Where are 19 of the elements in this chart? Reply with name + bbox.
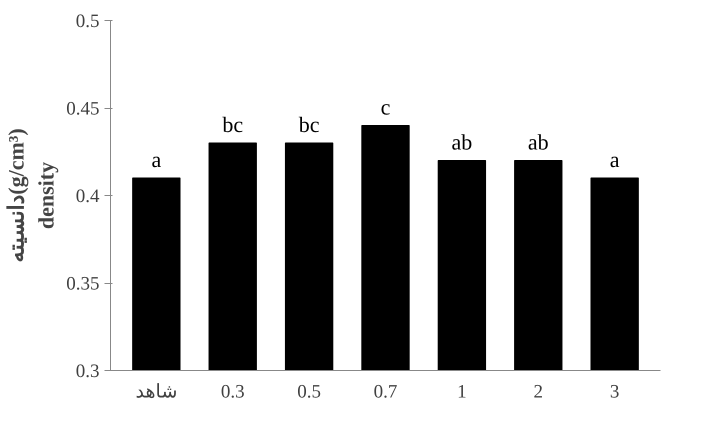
x-tick-label: 0.3 [220, 382, 245, 402]
x-tick-label: شاهد [135, 382, 178, 402]
x-tick-label: 3 [610, 382, 620, 402]
x-tick-label: 1 [457, 382, 467, 402]
y-tick-label: 0.5 [76, 11, 100, 32]
y-tick-label: 0.4 [76, 186, 100, 207]
y-tick-label: 0.45 [66, 98, 100, 120]
annotation: ab [452, 130, 472, 154]
y-tick-label: 0.35 [66, 274, 100, 294]
annotation: a [610, 147, 620, 172]
annotation: bc [298, 112, 320, 137]
y-tick-label: 0.3 [76, 361, 100, 382]
annotation: c [380, 94, 391, 120]
annotation: a [151, 147, 162, 172]
x-tick-label: 2 [534, 382, 544, 402]
annotation: ab [528, 130, 549, 154]
x-tick-label: 0.5 [297, 382, 321, 402]
x-tick-label: 0.7 [374, 382, 398, 402]
annotation: bc [222, 112, 244, 137]
